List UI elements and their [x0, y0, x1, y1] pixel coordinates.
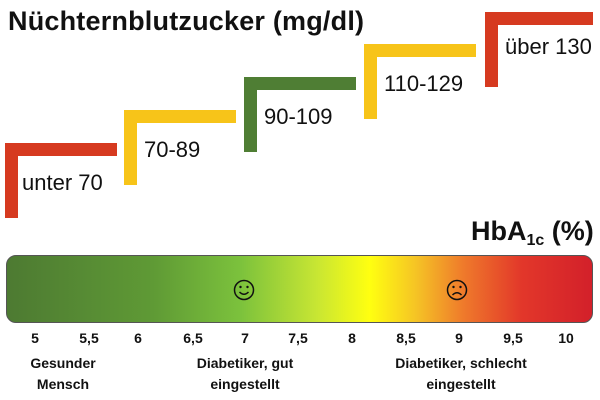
hba1c-gradient-bar [6, 255, 593, 323]
tick-label: 9,5 [503, 330, 523, 346]
step-top-bar [5, 143, 117, 156]
step-left-bar [5, 143, 18, 218]
zone-healthy-label: Gesunder Mensch [30, 353, 95, 395]
tick-label: 6 [134, 330, 142, 346]
zone-line-1: Gesunder [30, 355, 96, 371]
tick-label: 5,5 [79, 330, 99, 346]
step-label: über 130 [505, 34, 592, 59]
glucose-step-70-89: 70-89 [124, 110, 236, 185]
zone-well-controlled-label: Diabetiker, gut eingestellt [197, 353, 293, 395]
step-left-bar [244, 77, 257, 152]
step-top-bar [244, 77, 356, 90]
step-label: unter 70 [22, 170, 103, 195]
tick-label: 7 [241, 330, 249, 346]
smiley-face-icon [233, 279, 255, 301]
frowning-face-icon [446, 279, 468, 301]
tick-label: 8 [348, 330, 356, 346]
step-left-bar [485, 12, 498, 87]
hba1c-title-unit: (%) [544, 216, 594, 246]
step-label: 90-109 [264, 104, 333, 129]
tick-label: 9 [455, 330, 463, 346]
zone-line-2: eingestellt [210, 376, 280, 392]
tick-label: 5 [31, 330, 39, 346]
step-left-bar [364, 44, 377, 119]
step-top-bar [485, 12, 593, 25]
glucose-step-under-70: unter 70 [5, 143, 117, 218]
step-label: 110-129 [384, 71, 464, 96]
tick-label: 6,5 [183, 330, 203, 346]
glucose-step-90-109: 90-109 [244, 77, 356, 152]
zone-line-2: eingestellt [426, 376, 496, 392]
zone-poorly-controlled-label: Diabetiker, schlecht eingestellt [395, 353, 527, 395]
glucose-chart-title: Nüchternblutzucker (mg/dl) [8, 6, 365, 36]
step-label: 70-89 [144, 137, 201, 162]
zone-line-1: Diabetiker, schlecht [395, 355, 527, 371]
hba1c-title-main: HbA [471, 216, 527, 246]
step-top-bar [364, 44, 476, 57]
glucose-step-over-130: über 130 [485, 12, 593, 87]
tick-label: 7,5 [288, 330, 308, 346]
zone-line-1: Diabetiker, gut [196, 355, 294, 371]
tick-label: 8,5 [396, 330, 416, 346]
step-top-bar [124, 110, 236, 123]
glucose-step-110-129: 110-129 [364, 44, 476, 119]
step-left-bar [124, 110, 137, 185]
tick-label: 10 [558, 330, 574, 346]
hba1c-title-subscript: 1c [526, 232, 545, 249]
hba1c-title: HbA1c (%) [471, 216, 594, 249]
zone-line-2: Mensch [36, 376, 90, 392]
